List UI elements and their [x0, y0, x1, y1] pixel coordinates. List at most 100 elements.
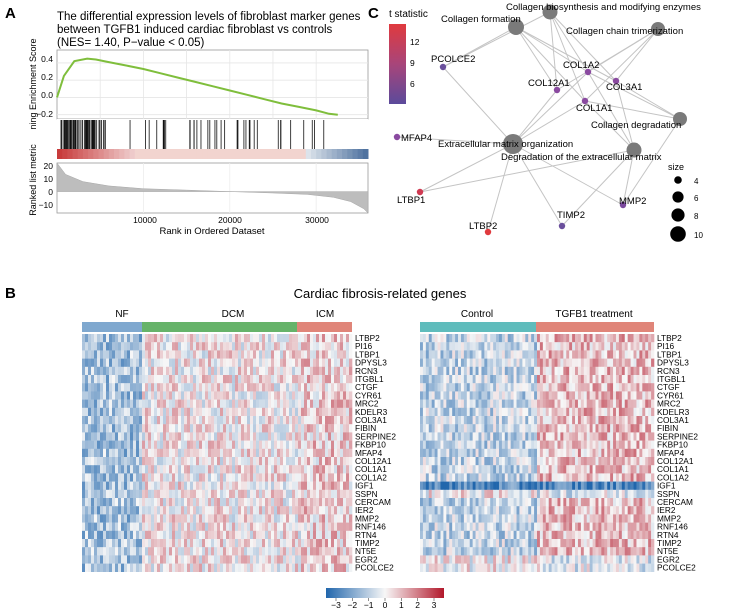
heatmap-cell — [624, 334, 628, 343]
heatmap-cell — [241, 514, 245, 523]
heatmap-cell — [169, 334, 173, 343]
heatmap-cell — [214, 383, 218, 392]
heatmap-cell — [298, 366, 302, 376]
heatmap-cell — [431, 448, 435, 458]
heatmap-cell — [615, 375, 620, 384]
heatmap-cell — [589, 407, 593, 417]
heatmap-cell — [130, 530, 134, 540]
heatmap-cell — [443, 514, 447, 523]
heatmap-cell — [422, 383, 427, 392]
heatmap-cell — [271, 440, 275, 449]
heatmap-cell — [106, 366, 110, 376]
heatmap-cell — [487, 539, 491, 548]
heatmap-cell — [331, 489, 335, 499]
heatmap-cell — [154, 432, 158, 441]
heatmap-cell — [223, 473, 227, 482]
heatmap-cell — [639, 334, 643, 343]
heatmap-cell — [262, 375, 266, 384]
heatmap-cell — [100, 440, 104, 449]
heatmap-cell — [458, 530, 462, 540]
heatmap-cell — [519, 391, 523, 400]
heatmap-cell — [627, 424, 631, 433]
heatmap-cell — [434, 481, 438, 490]
heatmap-cell — [121, 334, 125, 343]
heatmap-cell — [322, 530, 326, 540]
heatmap-cell — [133, 563, 137, 572]
heatmap-cell — [613, 399, 617, 408]
heatmap-cell — [472, 530, 476, 540]
heatmap-cell — [537, 506, 541, 515]
heatmap-cell — [217, 481, 221, 490]
heatmap-cell — [586, 481, 590, 490]
heatmap-cell — [493, 334, 497, 343]
heatmap-cell — [184, 563, 188, 572]
heatmap-cell — [118, 391, 122, 400]
heatmap-cell — [604, 457, 608, 466]
heatmap-cell — [226, 440, 230, 449]
heatmap-cell — [510, 539, 514, 548]
heatmap-cell — [607, 366, 611, 376]
heatmap-cell — [534, 399, 538, 408]
heatmap-cell — [121, 358, 125, 367]
heatmap-cell — [226, 342, 230, 351]
heatmap-cell — [250, 530, 254, 540]
heatmap-cell — [560, 489, 564, 499]
heatmap-cell — [469, 481, 473, 490]
heatmap-cell — [268, 530, 272, 540]
heatmap-cell — [274, 350, 278, 359]
heatmap-cell — [160, 522, 164, 531]
heatmap-cell — [325, 465, 329, 474]
heatmap-cell — [331, 358, 335, 367]
heatmap-cell — [589, 481, 593, 490]
heatmap-cell — [542, 498, 547, 507]
heatmap-cell — [337, 457, 341, 466]
heatmap-cell — [124, 539, 128, 548]
heatmap-cell — [133, 416, 137, 425]
heatmap-cell — [259, 457, 263, 466]
heatmap-cell — [440, 539, 444, 548]
heatmap-cell — [142, 522, 146, 531]
heatmap-cell — [475, 473, 479, 482]
heatmap-cell — [265, 334, 269, 343]
heatmap-cell — [346, 383, 350, 392]
heatmap-cell — [172, 489, 176, 499]
heatmap-cell — [531, 440, 535, 449]
heatmap-cell — [498, 383, 503, 392]
heatmap-cell — [169, 424, 173, 433]
heatmap-cell — [466, 399, 471, 408]
heatmap-cell — [428, 539, 432, 548]
heatmap-cell — [463, 399, 468, 408]
heatmap-cell — [94, 506, 98, 515]
heatmap-cell — [262, 514, 266, 523]
rank-strip-segment — [217, 149, 224, 159]
heatmap-cell — [214, 498, 218, 507]
heatmap-cell — [121, 465, 125, 474]
heatmap-cell — [349, 498, 353, 507]
heatmap-cell — [498, 448, 503, 458]
heatmap-cell — [595, 457, 599, 466]
heatmap-cell — [316, 514, 320, 523]
heatmap-cell — [469, 473, 473, 482]
heatmap-cell — [136, 383, 140, 392]
heatmap-cell — [286, 407, 290, 417]
heatmap-cell — [346, 473, 350, 482]
heatmap-cell — [190, 358, 194, 367]
heatmap-cell — [446, 350, 450, 359]
heatmap-cell — [539, 350, 544, 359]
heatmap-cell — [349, 366, 353, 376]
rank-strip-segment — [62, 149, 68, 159]
x-tick-0: 10000 — [133, 215, 157, 225]
heatmap-cell — [627, 473, 631, 482]
heatmap-cell — [133, 440, 137, 449]
heatmap-cell — [340, 424, 344, 433]
heatmap-cell — [139, 358, 143, 367]
heatmap-cell — [130, 506, 134, 515]
heatmap-cell — [478, 424, 482, 433]
heatmap-cell — [463, 539, 468, 548]
heatmap-cell — [145, 440, 149, 449]
heatmap-cell — [560, 366, 564, 376]
heatmap-cell — [542, 334, 547, 343]
heatmap-cell — [452, 424, 456, 433]
heatmap-cell — [88, 432, 92, 441]
heatmap-cell — [437, 399, 441, 408]
